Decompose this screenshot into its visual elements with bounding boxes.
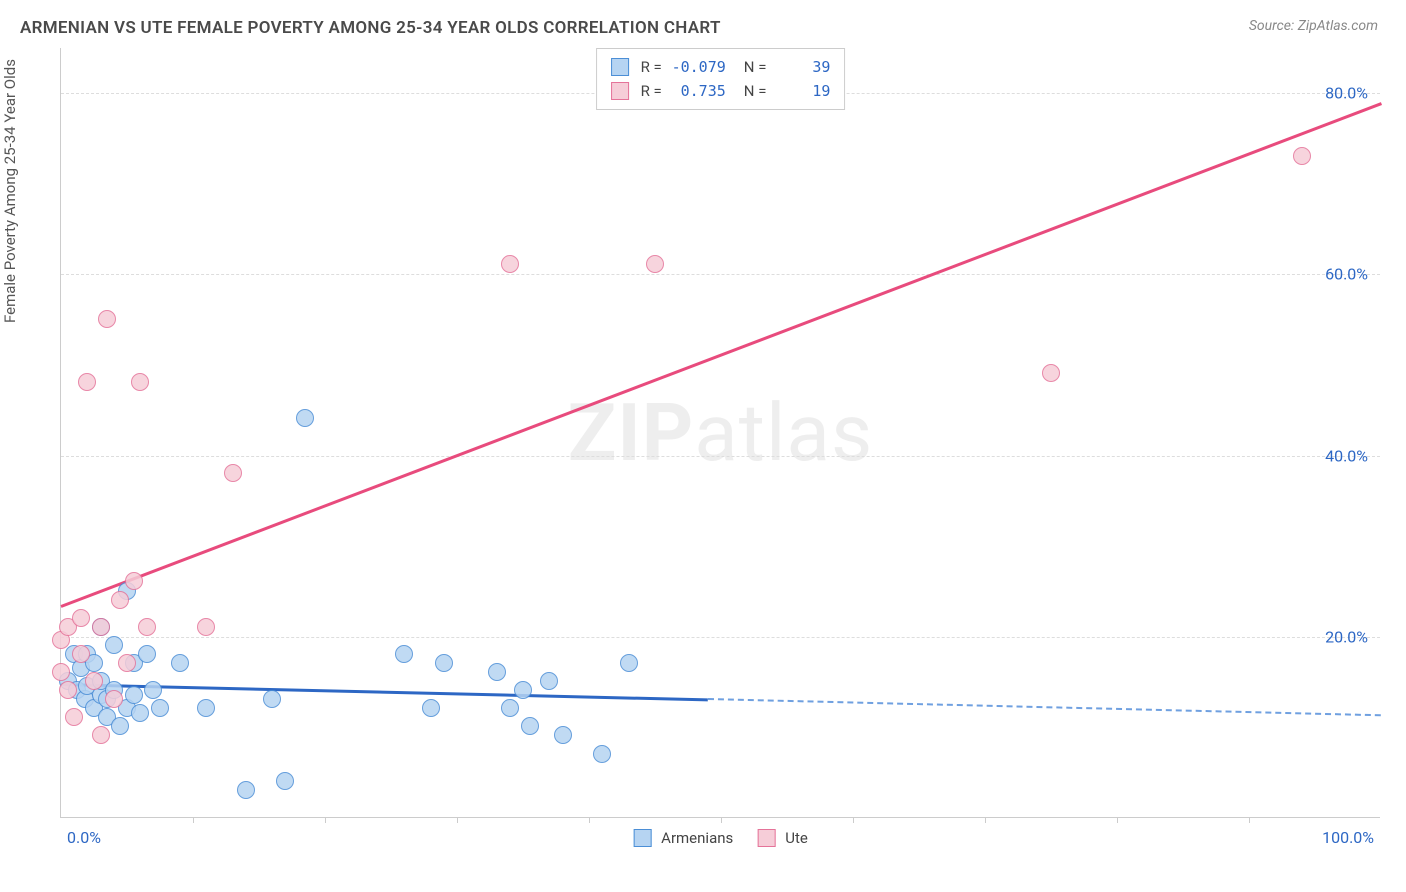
data-point-ute [224, 464, 242, 482]
data-point-ute [72, 609, 90, 627]
gridline [61, 274, 1380, 275]
series-legend: Armenians Ute [633, 829, 808, 847]
y-tick: 60.0% [1325, 265, 1368, 284]
correlation-legend: R = -0.079 N = 39 R = 0.735 N = 19 [596, 48, 846, 110]
x-minor-tick [1249, 817, 1250, 823]
trend-line [708, 698, 1381, 716]
data-point-armenians [263, 690, 281, 708]
plot-area: ZIPatlas R = -0.079 N = 39 R = 0.735 N =… [60, 48, 1380, 818]
data-point-armenians [554, 726, 572, 744]
r-value-ute: 0.735 [670, 79, 726, 103]
data-point-ute [85, 672, 103, 690]
data-point-ute [125, 572, 143, 590]
source-attribution: Source: ZipAtlas.com [1249, 18, 1378, 34]
y-tick: 40.0% [1325, 446, 1368, 465]
x-minor-tick [193, 817, 194, 823]
data-point-ute [111, 591, 129, 609]
data-point-ute [646, 255, 664, 273]
x-minor-tick [853, 817, 854, 823]
data-point-armenians [488, 663, 506, 681]
gridline [61, 637, 1380, 638]
data-point-ute [98, 310, 116, 328]
x-minor-tick [985, 817, 986, 823]
data-point-armenians [105, 636, 123, 654]
y-axis-label: Female Poverty Among 25-34 Year Olds [1, 59, 19, 323]
data-point-armenians [111, 717, 129, 735]
legend-swatch-armenians [611, 58, 629, 76]
data-point-ute [1293, 147, 1311, 165]
data-point-armenians [171, 654, 189, 672]
data-point-ute [65, 708, 83, 726]
correlation-chart: ARMENIAN VS UTE FEMALE POVERTY AMONG 25-… [0, 0, 1406, 892]
legend-swatch-ute [611, 82, 629, 100]
gridline [61, 456, 1380, 457]
x-minor-tick [1117, 817, 1118, 823]
data-point-armenians [435, 654, 453, 672]
data-point-ute [197, 618, 215, 636]
data-point-ute [1042, 364, 1060, 382]
chart-title: ARMENIAN VS UTE FEMALE POVERTY AMONG 25-… [20, 18, 721, 38]
data-point-armenians [540, 672, 558, 690]
data-point-armenians [422, 699, 440, 717]
data-point-ute [92, 618, 110, 636]
data-point-armenians [276, 772, 294, 790]
data-point-armenians [501, 699, 519, 717]
data-point-ute [501, 255, 519, 273]
legend-item-ute: Ute [757, 829, 808, 847]
data-point-ute [118, 654, 136, 672]
data-point-armenians [138, 645, 156, 663]
legend-item-armenians: Armenians [633, 829, 733, 847]
data-point-ute [92, 726, 110, 744]
x-tick-max: 100.0% [1322, 828, 1374, 847]
trend-line [60, 102, 1381, 608]
data-point-armenians [144, 681, 162, 699]
data-point-armenians [296, 409, 314, 427]
r-value-armenians: -0.079 [670, 55, 726, 79]
data-point-ute [52, 663, 70, 681]
data-point-armenians [395, 645, 413, 663]
data-point-armenians [151, 699, 169, 717]
x-minor-tick [721, 817, 722, 823]
n-value-armenians: 39 [774, 55, 830, 79]
data-point-armenians [197, 699, 215, 717]
n-value-ute: 19 [774, 79, 830, 103]
data-point-ute [72, 645, 90, 663]
legend-swatch-armenians-2 [633, 829, 651, 847]
data-point-armenians [620, 654, 638, 672]
y-tick: 80.0% [1325, 84, 1368, 103]
watermark: ZIPatlas [568, 386, 873, 480]
data-point-armenians [131, 704, 149, 722]
x-minor-tick [457, 817, 458, 823]
data-point-ute [78, 373, 96, 391]
x-tick-min: 0.0% [67, 828, 101, 847]
data-point-armenians [125, 686, 143, 704]
x-minor-tick [589, 817, 590, 823]
data-point-ute [138, 618, 156, 636]
legend-row-ute: R = 0.735 N = 19 [611, 79, 831, 103]
data-point-armenians [237, 781, 255, 799]
x-minor-tick [325, 817, 326, 823]
data-point-ute [131, 373, 149, 391]
legend-swatch-ute-2 [757, 829, 775, 847]
data-point-armenians [514, 681, 532, 699]
data-point-armenians [593, 745, 611, 763]
data-point-ute [59, 681, 77, 699]
legend-row-armenians: R = -0.079 N = 39 [611, 55, 831, 79]
data-point-armenians [521, 717, 539, 735]
y-tick: 20.0% [1325, 627, 1368, 646]
data-point-ute [105, 690, 123, 708]
